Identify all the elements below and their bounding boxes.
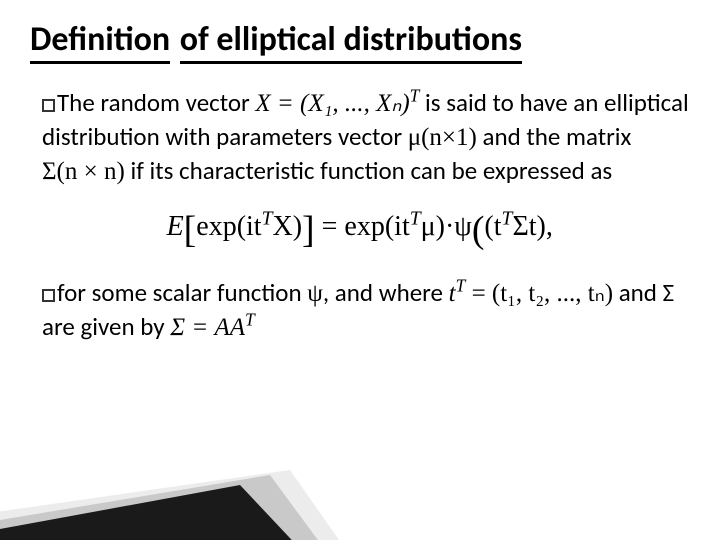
- bullet-2-text-2: , and where: [323, 277, 449, 308]
- bullet-1-text-4: if its characteristic function can be ex…: [125, 155, 612, 186]
- bullet-1-text-1: The random vector: [57, 87, 255, 118]
- title-part1: Definition: [30, 20, 170, 64]
- slide-body: The random vector X = (X₁, ..., Xₙ)T is …: [30, 86, 690, 344]
- math-sigma-dim: Σ(n × n): [42, 158, 125, 185]
- bullet-1: The random vector X = (X₁, ..., Xₙ)T is …: [42, 86, 690, 188]
- bullet-icon: [42, 289, 55, 302]
- math-t-vector: tT = (t₁, t₂, ..., tₙ): [449, 280, 613, 307]
- title-part2: of elliptical distributions: [180, 20, 522, 64]
- equation: E[exp(itTX)] = exp(itTμ)·ψ((tTΣt),): [42, 206, 690, 256]
- bullet-1-text-3: and the matrix: [477, 121, 632, 152]
- corner-decoration: [0, 440, 360, 540]
- equation-math: E[exp(itTX)] = exp(itTμ)·ψ((tTΣt),): [167, 211, 566, 242]
- bullet-icon: [42, 99, 55, 112]
- math-psi: ψ: [307, 280, 323, 307]
- slide: Definitionof elliptical distributions Th…: [0, 0, 720, 540]
- math-sigma-aat: Σ = AAT: [170, 314, 255, 341]
- math-x-vector: X = (X₁, ..., Xₙ)T: [255, 90, 419, 117]
- slide-title: Definitionof elliptical distributions: [30, 20, 690, 64]
- bullet-2: for some scalar function ψ, and where tT…: [42, 276, 690, 344]
- math-mu-dim: μ(n×1): [408, 124, 477, 151]
- bullet-2-text-1: for some scalar function: [57, 277, 307, 308]
